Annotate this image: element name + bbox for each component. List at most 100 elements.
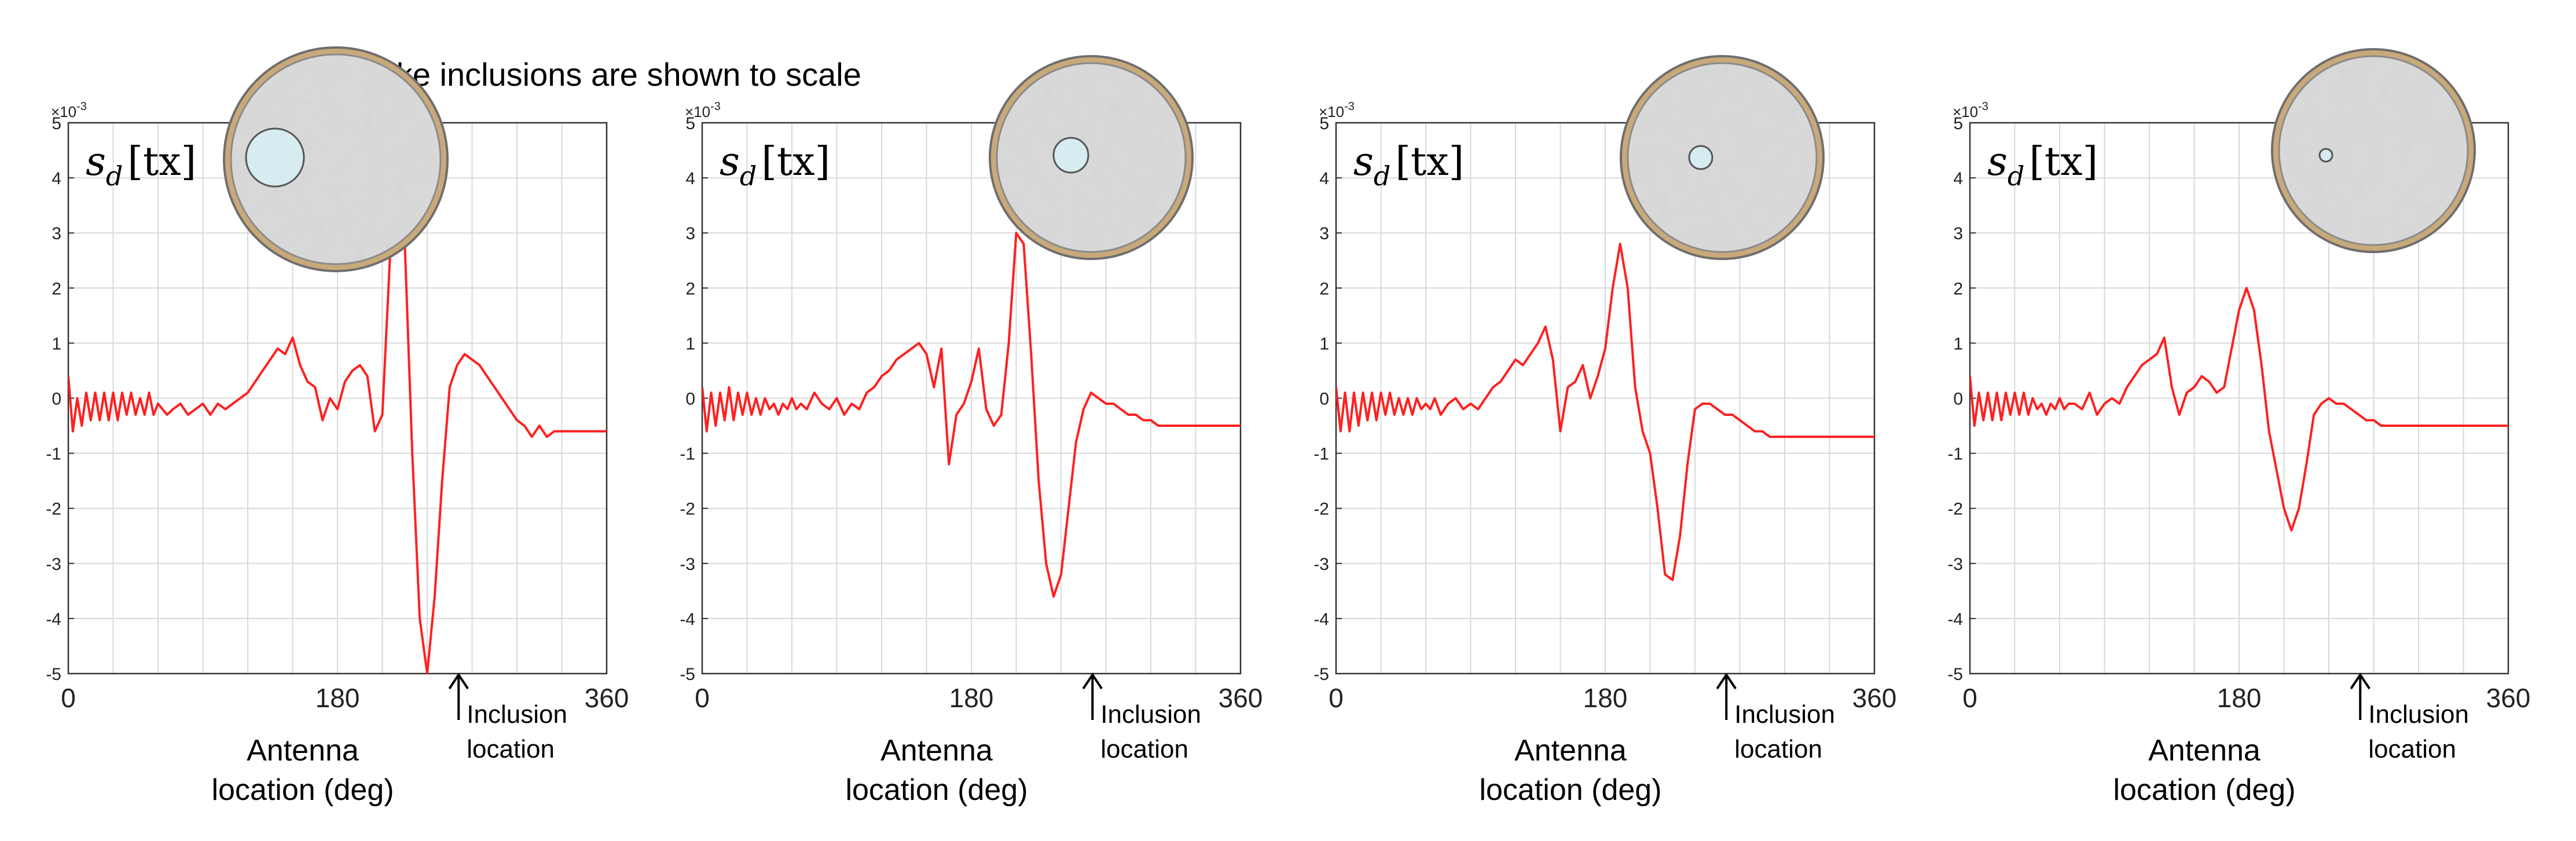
y-tick-label: -2 — [1947, 500, 1963, 519]
figure-title: Stroke inclusions are shown to scale — [337, 56, 861, 93]
y-tick-label: -5 — [1947, 665, 1963, 684]
y-tick-label: 5 — [52, 114, 61, 133]
y-tick-label: -5 — [1313, 665, 1329, 684]
brain-texture — [1629, 64, 1815, 251]
signal-label-sub: d — [740, 160, 757, 192]
inclusion-label-line2: location — [1100, 735, 1188, 763]
y-tick-label: 2 — [52, 279, 61, 298]
y-exponent-power: -3 — [1344, 100, 1355, 113]
inclusion-arrow-head — [2350, 672, 2370, 690]
inclusion-label: Inclusion — [467, 700, 567, 729]
y-tick-label: 5 — [1319, 114, 1329, 133]
y-tick-label: -2 — [46, 500, 61, 519]
y-tick-label: 1 — [685, 334, 695, 353]
signal-label-sub: d — [106, 160, 123, 192]
y-tick-label: 0 — [52, 390, 61, 409]
y-tick-label: 4 — [1953, 169, 1963, 188]
y-tick-label: 2 — [685, 279, 695, 298]
x-tick-label: 0 — [1329, 683, 1344, 713]
y-tick-label: 1 — [52, 334, 61, 353]
y-tick-label: 3 — [1953, 224, 1963, 243]
inclusion-arrow-head — [1082, 672, 1103, 690]
signal-label: sd [tx] — [1987, 139, 2098, 192]
signal-trace — [1970, 287, 2508, 532]
chart-panel-4: 5 4 3 2 1 0 -1 -2 -3 -4 -5 ×10-3 0 180 360 sd [tx] Inclus… — [1947, 48, 2531, 807]
y-tick-label: -2 — [680, 500, 695, 519]
y-tick-label: -4 — [680, 610, 695, 629]
y-tick-label: -1 — [680, 445, 695, 464]
y-tick-label: -5 — [680, 665, 695, 684]
x-tick-label: 180 — [1583, 683, 1628, 713]
y-tick-label: 3 — [1319, 224, 1329, 243]
signal-label-base: s — [720, 139, 740, 185]
signal-label-base: s — [1987, 139, 2008, 185]
inclusion-arrow-head — [1716, 672, 1737, 690]
x-axis-label-line2: location (deg) — [845, 773, 1028, 807]
y-exponent-power: -3 — [710, 100, 721, 113]
stroke-inclusion — [245, 127, 305, 188]
x-tick-label: 0 — [61, 683, 76, 713]
signal-label-sub: d — [2008, 160, 2024, 192]
y-tick-label: -5 — [46, 665, 61, 684]
inclusion-label: Inclusion — [1734, 700, 1835, 729]
y-tick-label: -3 — [46, 555, 61, 574]
inclusion-arrow-head — [448, 672, 469, 690]
y-tick-label: 5 — [1953, 114, 1963, 133]
y-tick-label: -4 — [1313, 610, 1329, 629]
inclusion-label-line2: location — [2368, 735, 2456, 763]
x-axis-label-line2: location (deg) — [1479, 773, 1661, 807]
x-axis-label: Antenna — [880, 734, 993, 767]
signal-trace — [68, 127, 607, 674]
x-tick-label: 360 — [1219, 683, 1263, 713]
stroke-inclusion — [1688, 145, 1713, 170]
y-exponent-power: -3 — [1978, 100, 1988, 113]
signal-label-base: s — [1353, 139, 1374, 185]
y-exponent-label: ×10-3 — [1319, 100, 1355, 120]
x-axis-label: Antenna — [247, 734, 359, 767]
signal-label: sd [tx] — [720, 139, 830, 192]
signal-trace — [1336, 243, 1874, 582]
y-tick-label: -1 — [1313, 445, 1329, 464]
x-tick-label: 360 — [1852, 683, 1897, 713]
y-tick-label: 3 — [52, 224, 61, 243]
x-axis-label-line2: location (deg) — [211, 773, 394, 807]
y-tick-label: -1 — [46, 445, 61, 464]
signal-label-arg: [tx] — [127, 139, 196, 185]
signal-label-base: s — [86, 139, 106, 185]
y-tick-label: 4 — [52, 169, 61, 188]
y-exponent-label: ×10-3 — [1953, 100, 1988, 120]
x-axis-label: Antenna — [1514, 734, 1627, 767]
y-tick-label: -3 — [680, 555, 695, 574]
y-tick-label: 1 — [1319, 334, 1329, 353]
inclusion-label: Inclusion — [1100, 700, 1201, 729]
inclusion-label: Inclusion — [2368, 700, 2469, 729]
y-tick-label: 0 — [1319, 390, 1329, 409]
chart-panel-3: 5 4 3 2 1 0 -1 -2 -3 -4 -5 ×10-3 0 180 360 sd [tx] Inclus… — [1313, 55, 1897, 807]
y-tick-label: 3 — [685, 224, 695, 243]
signal-label: sd [tx] — [1353, 139, 1464, 192]
chart-panel-2: 5 4 3 2 1 0 -1 -2 -3 -4 -5 ×10-3 0 180 360 sd [tx] Inclus… — [680, 55, 1263, 807]
y-exponent-power: -3 — [76, 100, 87, 113]
x-tick-label: 360 — [2486, 683, 2531, 713]
inclusion-label-line2: location — [1734, 735, 1822, 763]
chart-panel-1: 5 4 3 2 1 0 -1 -2 -3 -4 -5 ×10-3 0 180 360 sd [tx] Inclus… — [46, 46, 629, 807]
x-tick-label: 180 — [2217, 683, 2262, 713]
y-tick-label: 4 — [1319, 169, 1329, 188]
y-tick-label: -2 — [1313, 500, 1329, 519]
stroke-inclusion — [1052, 137, 1089, 174]
brain-texture — [998, 64, 1184, 251]
y-exponent-label: ×10-3 — [51, 100, 87, 120]
y-tick-label: -3 — [1313, 555, 1329, 574]
signal-label: sd [tx] — [86, 139, 196, 192]
y-tick-label: -4 — [1947, 610, 1963, 629]
y-tick-label: -1 — [1947, 445, 1963, 464]
x-tick-label: 0 — [695, 683, 710, 713]
x-tick-label: 180 — [949, 683, 994, 713]
y-tick-label: 0 — [685, 390, 695, 409]
x-tick-label: 180 — [315, 683, 360, 713]
signal-label-arg: [tx] — [2029, 139, 2098, 185]
y-tick-label: 2 — [1953, 279, 1963, 298]
x-tick-label: 360 — [585, 683, 629, 713]
signal-label-arg: [tx] — [1395, 139, 1464, 185]
